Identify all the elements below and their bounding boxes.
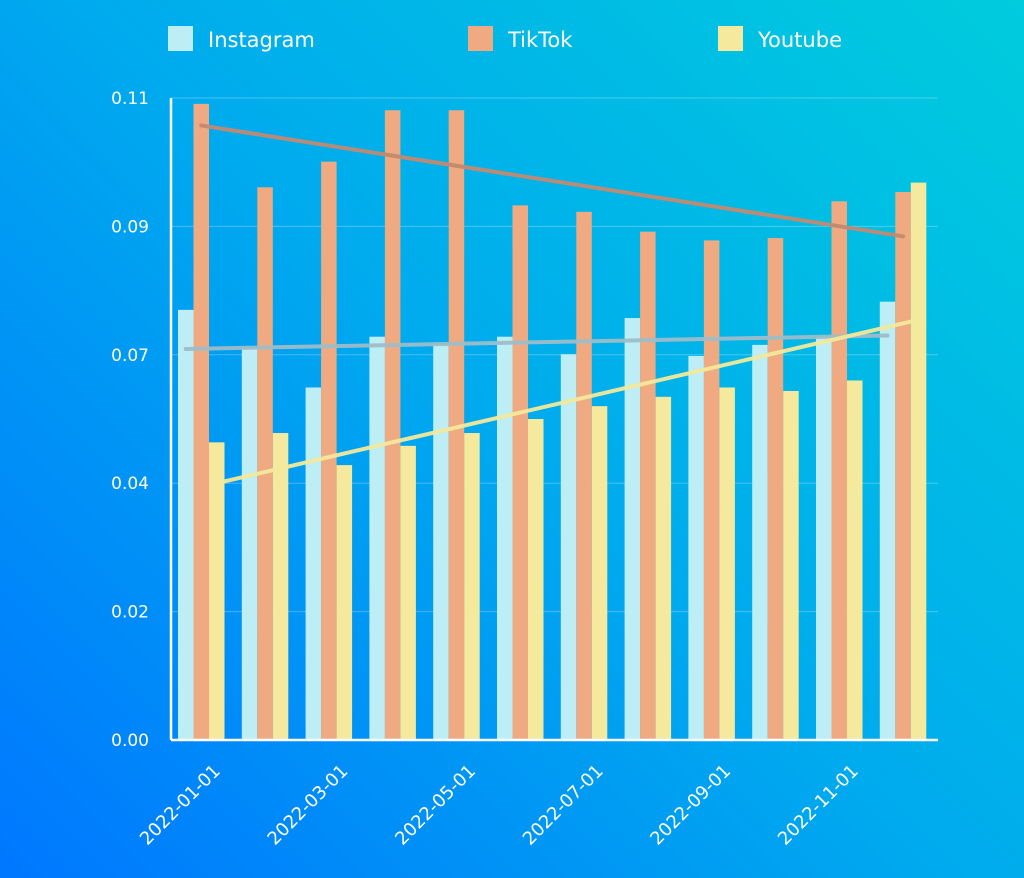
legend-swatch-tiktok xyxy=(468,26,493,51)
bar-instagram-2022-08-01 xyxy=(624,318,641,740)
bar-youtube-2022-04-01 xyxy=(400,445,416,740)
x-tick-label-2022-11-01: 2022-11-01 xyxy=(774,761,863,850)
trend-line-tiktok xyxy=(199,123,906,239)
y-axis-ticks: 0.00 0.02 0.04 0.07 0.09 0.11 xyxy=(111,89,149,751)
bar-youtube-2022-06-01 xyxy=(528,419,544,740)
bar-instagram-2022-02-01 xyxy=(241,347,258,740)
bar-tiktok-2022-09-01 xyxy=(703,240,720,740)
y-tick-label-0-02: 0.02 xyxy=(111,603,149,623)
y-tick-label-0-11: 0.11 xyxy=(111,89,149,109)
bar-tiktok-2022-07-01 xyxy=(576,211,592,741)
bar-instagram-2022-10-01 xyxy=(752,344,768,740)
bar-tiktok-2022-05-01 xyxy=(448,110,465,741)
bar-youtube-2022-03-01 xyxy=(336,465,353,740)
bar-youtube-2022-12-01 xyxy=(910,182,927,741)
bar-instagram-2022-05-01 xyxy=(433,344,449,740)
bar-youtube-2022-05-01 xyxy=(464,433,480,740)
bar-instagram-2022-04-01 xyxy=(369,336,385,740)
bar-instagram-2022-03-01 xyxy=(305,387,322,740)
legend-label-instagram: Instagram xyxy=(208,28,315,52)
bar-youtube-2022-09-01 xyxy=(719,387,735,740)
legend-label-youtube: Youtube xyxy=(757,28,842,52)
y-tick-label-0-09: 0.09 xyxy=(111,217,149,237)
bar-tiktok-2022-02-01 xyxy=(257,187,273,740)
bar-instagram-2022-01-01 xyxy=(178,309,194,740)
x-tick-label-2022-09-01: 2022-09-01 xyxy=(646,761,735,850)
x-tick-label-2022-01-01: 2022-01-01 xyxy=(136,761,225,850)
x-tick-label-2022-05-01: 2022-05-01 xyxy=(391,761,480,850)
bars xyxy=(178,103,927,741)
x-tick-label-2022-03-01: 2022-03-01 xyxy=(264,761,353,850)
legend-swatch-youtube xyxy=(718,26,743,51)
bar-youtube-2022-07-01 xyxy=(591,406,608,740)
y-tick-label-0-04: 0.04 xyxy=(111,474,149,494)
bar-instagram-2022-12-01 xyxy=(879,301,896,740)
bar-tiktok-2022-06-01 xyxy=(512,205,528,740)
bar-tiktok-2022-12-01 xyxy=(895,191,911,740)
bar-instagram-2022-11-01 xyxy=(816,336,832,740)
x-axis-ticks: 2022-01-01 2022-03-01 2022-05-01 2022-07-01… xyxy=(136,761,863,850)
trend-line-instagram xyxy=(183,333,890,351)
bar-instagram-2022-06-01 xyxy=(497,336,513,740)
axes xyxy=(169,98,938,742)
bar-tiktok-2022-04-01 xyxy=(384,110,401,741)
bar-youtube-2022-10-01 xyxy=(783,390,799,740)
bar-instagram-2022-09-01 xyxy=(688,355,704,740)
bar-tiktok-2022-03-01 xyxy=(321,161,337,741)
trend-line-youtube xyxy=(214,317,921,486)
legend: Instagram TikTok Youtube xyxy=(168,26,842,52)
x-tick-label-2022-07-01: 2022-07-01 xyxy=(519,761,608,850)
trend-lines xyxy=(183,123,921,486)
y-tick-label-0-07: 0.07 xyxy=(111,346,149,366)
bar-instagram-2022-07-01 xyxy=(560,354,577,740)
bar-youtube-2022-01-01 xyxy=(209,442,225,740)
bar-youtube-2022-11-01 xyxy=(847,380,863,740)
bar-youtube-2022-02-01 xyxy=(272,433,289,740)
bar-tiktok-2022-11-01 xyxy=(831,201,847,740)
legend-label-tiktok: TikTok xyxy=(507,28,573,52)
legend-swatch-instagram xyxy=(168,26,193,51)
gridlines xyxy=(171,97,938,613)
bar-tiktok-2022-10-01 xyxy=(767,238,784,740)
y-tick-label-0-00: 0.00 xyxy=(111,731,149,751)
bar-youtube-2022-08-01 xyxy=(655,396,672,740)
bar-tiktok-2022-08-01 xyxy=(640,231,656,741)
bar-tiktok-2022-01-01 xyxy=(193,103,209,740)
